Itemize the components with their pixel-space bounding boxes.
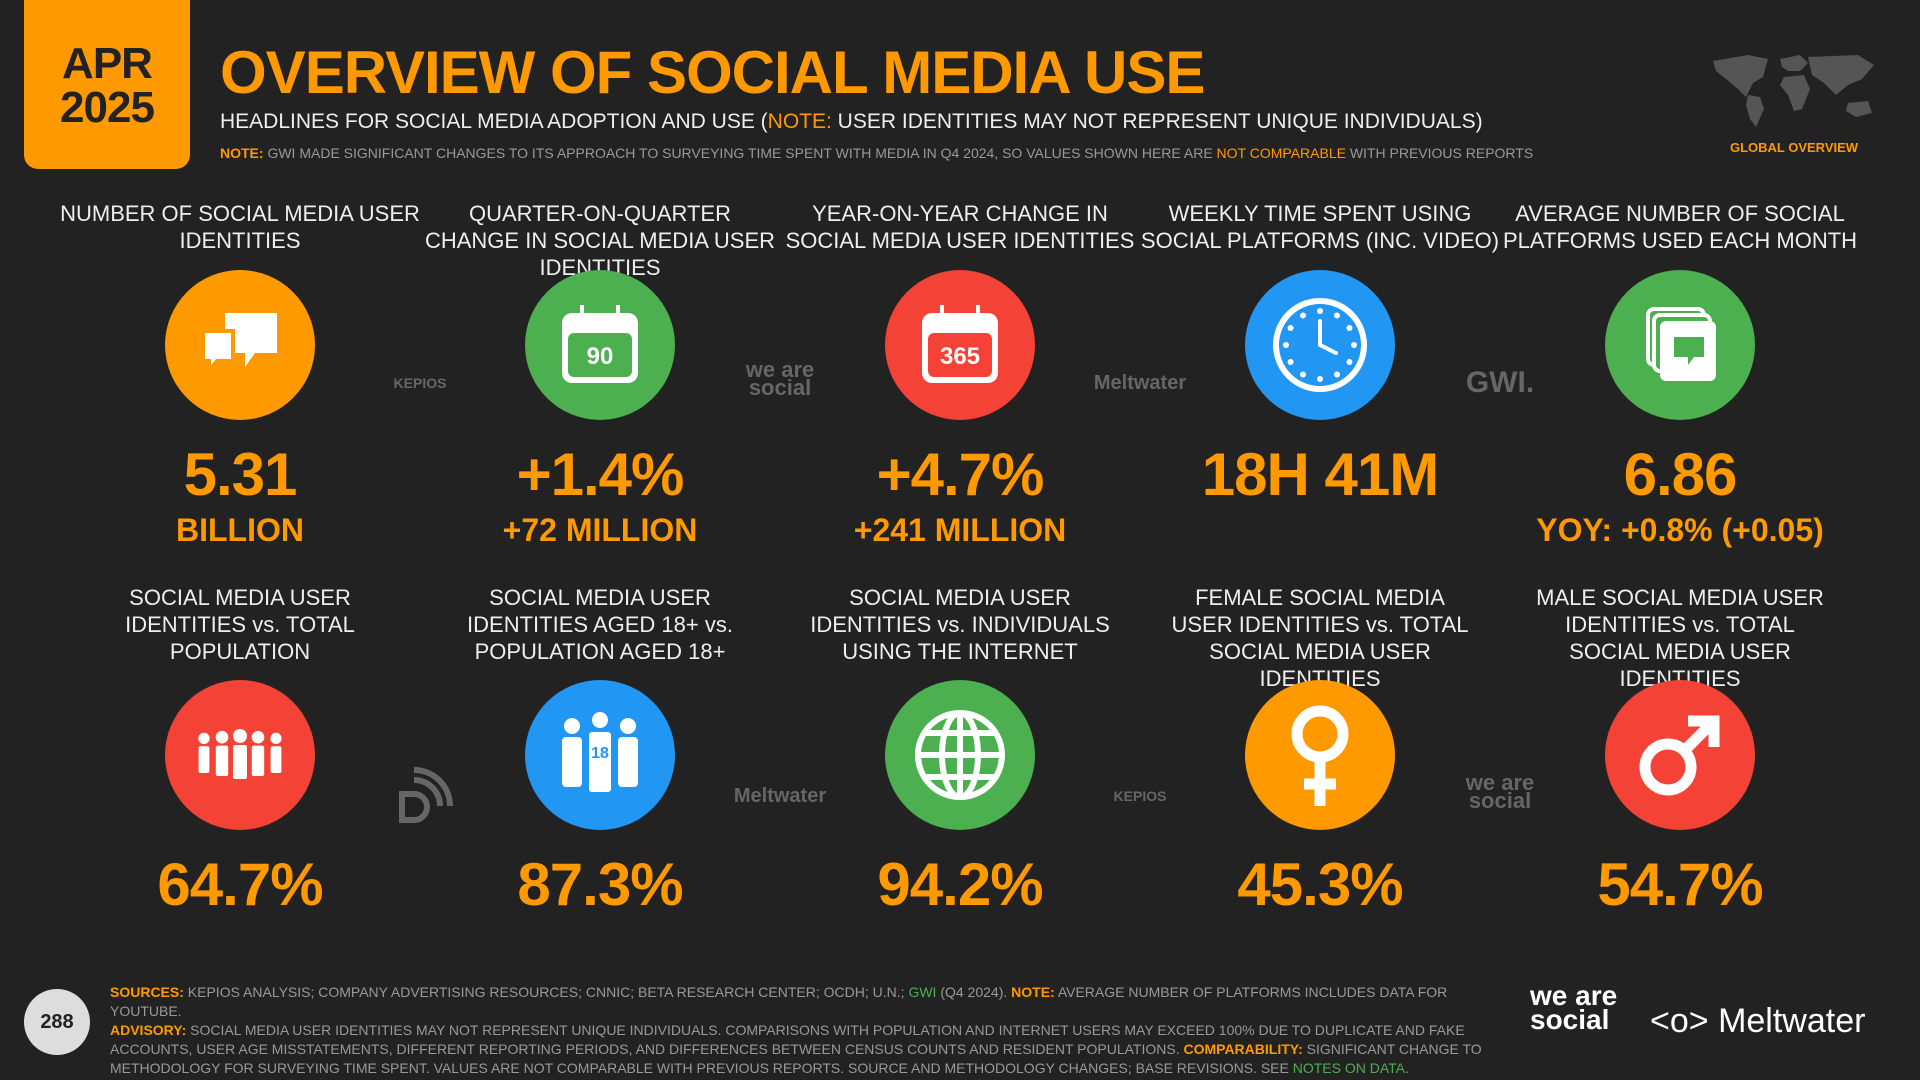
stat-value: 54.7% bbox=[1597, 851, 1763, 918]
meltwater-logo: <o> Meltwater bbox=[1650, 1002, 1866, 1040]
stat-label: YEAR-ON-YEAR CHANGE IN SOCIAL MEDIA USER… bbox=[785, 201, 1135, 253]
gwi-logo: GWI. bbox=[1465, 366, 1535, 399]
kepios-logo: KEPIOS bbox=[393, 375, 447, 391]
stacked-windows-icon bbox=[1605, 270, 1755, 420]
we-are-social-logo-text: we are social bbox=[1530, 980, 1618, 1035]
footer-end: . bbox=[1405, 1060, 1409, 1076]
subtitle-text-end: USER IDENTITIES MAY NOT REPRESENT UNIQUE… bbox=[831, 110, 1483, 133]
was-logo: we are social bbox=[1465, 770, 1535, 813]
advisory-text: SOCIAL MEDIA USER IDENTITIES MAY NOT REP… bbox=[110, 1022, 1465, 1057]
stat-subvalue: +72 MILLION bbox=[502, 512, 698, 548]
advisory-label: ADVISORY: bbox=[110, 1022, 187, 1038]
meltwater-logo: Meltwater bbox=[1093, 372, 1187, 394]
note-text: GWI MADE SIGNIFICANT CHANGES TO ITS APPR… bbox=[263, 145, 1217, 161]
note-label: NOTE: bbox=[220, 145, 264, 161]
stat-value: 64.7% bbox=[157, 851, 323, 918]
svg-text:18: 18 bbox=[591, 745, 609, 762]
stat-value: 87.3% bbox=[517, 851, 683, 918]
female-icon bbox=[1245, 680, 1395, 830]
stat-label: SOCIAL MEDIA USER IDENTITIES AGED 18+ vs… bbox=[467, 585, 733, 664]
clock-icon bbox=[1245, 270, 1395, 420]
subtitle-note-label: NOTE: bbox=[767, 110, 832, 133]
gwi-link[interactable]: GWI bbox=[908, 984, 937, 1000]
kepios-logo: KEPIOS bbox=[1113, 788, 1167, 804]
sources-label: SOURCES: bbox=[110, 984, 184, 1000]
svg-text:365: 365 bbox=[940, 343, 980, 370]
subtitle-text: HEADLINES FOR SOCIAL MEDIA ADOPTION AND … bbox=[220, 110, 768, 133]
stat-value: 45.3% bbox=[1237, 851, 1403, 918]
globe-icon bbox=[885, 680, 1035, 830]
stat-card: YEAR-ON-YEAR CHANGE IN SOCIAL MEDIA USER… bbox=[780, 200, 1140, 548]
page-number: 288 bbox=[24, 989, 90, 1055]
world-map-icon bbox=[1713, 55, 1874, 127]
stat-subvalue: +241 MILLION bbox=[853, 512, 1067, 548]
calendar-365-icon: 365 bbox=[885, 270, 1035, 420]
page-title: OVERVIEW OF SOCIAL MEDIA USE bbox=[220, 39, 1205, 106]
sources-text: KEPIOS ANALYSIS; COMPANY ADVERTISING RES… bbox=[183, 984, 909, 1000]
stat-label: SOCIAL MEDIA USER IDENTITIES vs. TOTAL P… bbox=[125, 585, 355, 664]
stat-label: FEMALE SOCIAL MEDIA USER IDENTITIES vs. … bbox=[1171, 585, 1469, 691]
stat-card: SOCIAL MEDIA USER IDENTITIES AGED 18+ vs… bbox=[420, 584, 780, 918]
stat-card: MALE SOCIAL MEDIA USER IDENTITIES vs. TO… bbox=[1500, 584, 1860, 918]
crowd-icon bbox=[165, 680, 315, 830]
stat-card: SOCIAL MEDIA USER IDENTITIES vs. INDIVID… bbox=[780, 584, 1140, 918]
stat-value: 6.86 bbox=[1623, 441, 1738, 508]
region-label: GLOBAL OVERVIEW bbox=[1729, 140, 1859, 155]
stat-label: SOCIAL MEDIA USER IDENTITIES vs. INDIVID… bbox=[810, 585, 1110, 664]
comparability-label: COMPARABILITY: bbox=[1183, 1041, 1303, 1057]
datareportal-logo bbox=[399, 767, 453, 823]
adults-18-icon: 18 bbox=[525, 680, 675, 830]
stat-value: 5.31 bbox=[183, 441, 298, 508]
stat-card: QUARTER-ON-QUARTER CHANGE IN SOCIAL MEDI… bbox=[420, 200, 780, 548]
stat-card: SOCIAL MEDIA USER IDENTITIES vs. TOTAL P… bbox=[60, 584, 420, 918]
note-highlight: NOT COMPARABLE bbox=[1216, 145, 1346, 161]
stat-card: WEEKLY TIME SPENT USING SOCIAL PLATFORMS… bbox=[1140, 200, 1500, 508]
note-text-end: WITH PREVIOUS REPORTS bbox=[1345, 145, 1534, 161]
stat-card: AVERAGE NUMBER OF SOCIAL PLATFORMS USED … bbox=[1500, 200, 1860, 548]
stat-label: WEEKLY TIME SPENT USING SOCIAL PLATFORMS… bbox=[1140, 201, 1500, 253]
comparability-text: SIGNIFICANT CHANGE TO METHODOLOGY FOR SU… bbox=[110, 1041, 1482, 1076]
stat-label: QUARTER-ON-QUARTER CHANGE IN SOCIAL MEDI… bbox=[424, 201, 776, 280]
stat-card: NUMBER OF SOCIAL MEDIA USER IDENTITIES 5… bbox=[60, 200, 420, 548]
stat-label: MALE SOCIAL MEDIA USER IDENTITIES vs. TO… bbox=[1536, 585, 1824, 691]
calendar-90-icon: 90 bbox=[525, 270, 675, 420]
footer-note-text: AVERAGE NUMBER OF PLATFORMS INCLUDES DAT… bbox=[110, 984, 1448, 1019]
stat-label: NUMBER OF SOCIAL MEDIA USER IDENTITIES bbox=[60, 201, 420, 253]
stat-value: 18H 41M bbox=[1201, 441, 1439, 508]
speech-bubbles-icon bbox=[165, 270, 315, 420]
stat-card: FEMALE SOCIAL MEDIA USER IDENTITIES vs. … bbox=[1140, 584, 1500, 918]
date-year: 2025 bbox=[60, 83, 155, 132]
notes-on-data-link[interactable]: NOTES ON DATA bbox=[1292, 1060, 1406, 1076]
header-note: NOTE: GWI MADE SIGNIFICANT CHANGES TO IT… bbox=[220, 145, 1533, 161]
stat-value: +4.7% bbox=[876, 441, 1045, 508]
footer-sources: SOURCES: KEPIOS ANALYSIS; COMPANY ADVERT… bbox=[110, 983, 1490, 1078]
meltwater-logo-text: Meltwater bbox=[1718, 1002, 1866, 1040]
stat-subvalue: YOY: +0.8% (+0.05) bbox=[1536, 512, 1824, 548]
we-are-social-logo: we are social bbox=[1530, 982, 1630, 1034]
stat-subvalue: BILLION bbox=[176, 512, 304, 548]
stat-value: +1.4% bbox=[516, 441, 685, 508]
was-logo: we are social bbox=[745, 357, 815, 400]
page-subtitle: HEADLINES FOR SOCIAL MEDIA ADOPTION AND … bbox=[220, 110, 1483, 134]
footer-note-label: NOTE: bbox=[1011, 984, 1055, 1000]
date-badge: APR 2025 bbox=[24, 0, 190, 169]
stat-value: 94.2% bbox=[877, 851, 1043, 918]
date-month: APR bbox=[62, 39, 153, 88]
meltwater-logo: Meltwater bbox=[733, 785, 827, 807]
stat-label: AVERAGE NUMBER OF SOCIAL PLATFORMS USED … bbox=[1502, 201, 1858, 253]
male-icon bbox=[1605, 680, 1755, 830]
sources-text-end: (Q4 2024). bbox=[936, 984, 1012, 1000]
svg-text:90: 90 bbox=[587, 343, 614, 370]
